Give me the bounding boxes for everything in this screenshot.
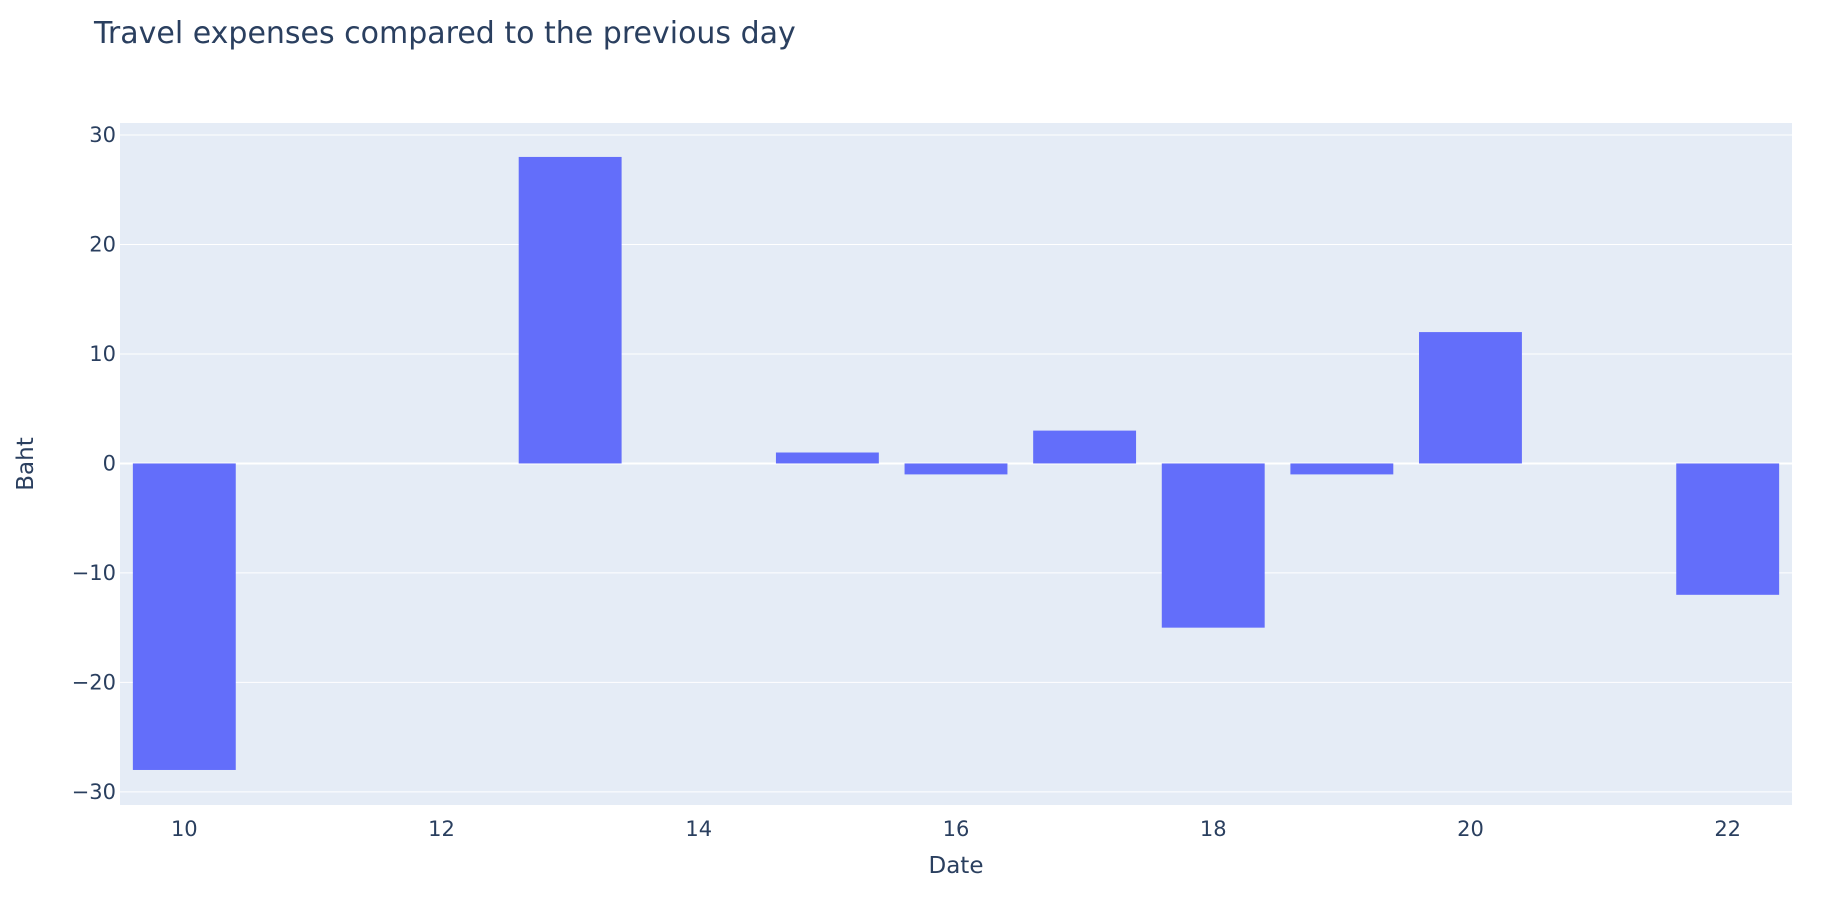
y-tick-label: −20 (72, 670, 116, 694)
x-tick-label: 20 (1457, 817, 1484, 841)
y-tick-label: 0 (103, 451, 116, 475)
bar-17 (1033, 430, 1137, 464)
bar-15 (775, 452, 879, 464)
bar-19 (1290, 463, 1394, 475)
x-tick-label: 12 (428, 817, 455, 841)
y-tick-label: 30 (89, 123, 116, 147)
x-axis-title: Date (929, 853, 984, 879)
y-tick-label: 20 (89, 233, 116, 257)
y-tick-label: −10 (72, 561, 116, 585)
y-axis-title: Baht (13, 437, 39, 490)
y-tick-label: −30 (72, 780, 116, 804)
bars (132, 156, 1780, 770)
x-tick-label: 16 (943, 817, 970, 841)
x-tick-label: 14 (685, 817, 712, 841)
bar-16 (904, 463, 1008, 475)
y-axis-ticks: 30 20 10 0 −10 −20 −30 (72, 123, 116, 804)
bar-10 (132, 463, 236, 770)
bar-18 (1161, 463, 1265, 628)
x-axis-ticks: 10 12 14 16 18 20 22 (171, 817, 1741, 841)
y-tick-label: 10 (89, 342, 116, 366)
x-tick-label: 18 (1200, 817, 1227, 841)
bar-22 (1676, 463, 1780, 595)
chart-title: Travel expenses compared to the previous… (94, 16, 796, 51)
x-tick-label: 22 (1714, 817, 1741, 841)
bar-13 (518, 156, 622, 464)
bar-20 (1419, 332, 1522, 464)
x-tick-label: 10 (171, 817, 198, 841)
